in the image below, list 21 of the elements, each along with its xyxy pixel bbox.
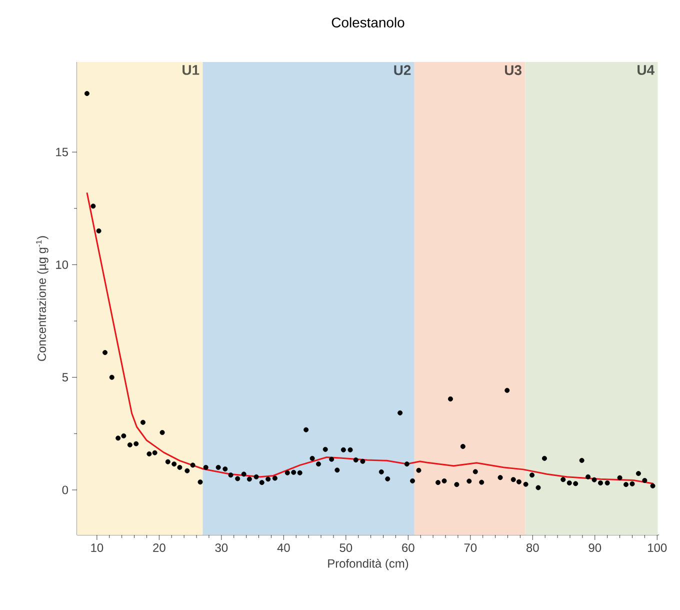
band-label: U4 xyxy=(638,65,654,75)
y-axis-title: Concentrazione (µg g$^{-1}$) xyxy=(36,236,48,361)
y-tick-label: 10 xyxy=(56,260,68,269)
y-tick-label: 5 xyxy=(62,373,68,382)
x-tick-label: 100 xyxy=(648,544,667,552)
x-tick-label: 70 xyxy=(464,544,477,552)
x-tick-label: 50 xyxy=(340,544,352,552)
band-label: U2 xyxy=(394,65,411,76)
chart-title: Colestanolo xyxy=(332,17,404,28)
band-label: U3 xyxy=(504,65,522,76)
y-tick-label: 15 xyxy=(56,148,68,156)
x-axis-title: Profondità (cm) xyxy=(328,558,408,570)
x-tick-label: 10 xyxy=(91,544,104,552)
band-label: U1 xyxy=(182,65,200,75)
y-tick-label: 0 xyxy=(62,486,68,494)
x-tick-label: 80 xyxy=(526,544,539,552)
x-tick-label: 30 xyxy=(215,544,228,552)
x-tick-label: 40 xyxy=(277,544,290,552)
x-tick-label: 20 xyxy=(153,544,166,552)
x-tick-label: 60 xyxy=(402,544,414,552)
x-tick-label: 90 xyxy=(588,544,602,552)
